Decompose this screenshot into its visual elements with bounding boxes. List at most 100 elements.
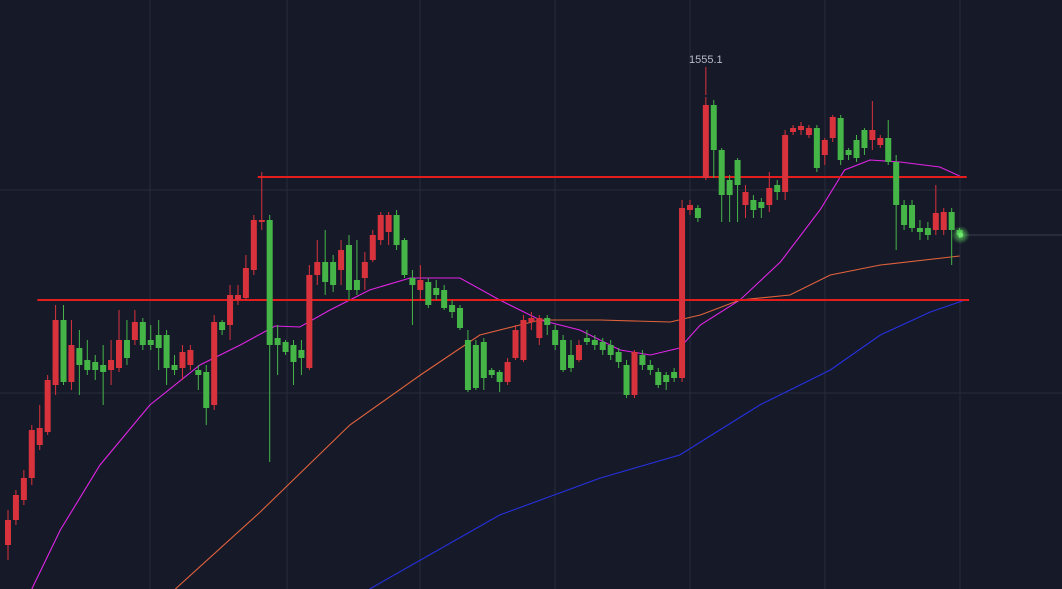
candle-body — [655, 372, 662, 385]
candle-body — [314, 262, 321, 275]
candle-body — [361, 262, 368, 278]
candle-body — [258, 220, 265, 222]
candle-body — [909, 205, 916, 228]
candle-body — [401, 240, 408, 275]
last-price-dot — [958, 232, 964, 238]
max-label: 1555.1 — [689, 54, 723, 66]
candle-body — [234, 295, 241, 300]
candle-body — [694, 208, 701, 218]
candle-body — [924, 228, 931, 235]
candle-body — [702, 105, 709, 178]
candle-body — [227, 295, 234, 325]
candle-body — [877, 138, 884, 145]
candle-body — [266, 220, 273, 345]
candle-body — [686, 205, 693, 210]
candle-body — [163, 335, 170, 368]
candle-body — [726, 180, 733, 195]
candle-body — [607, 345, 614, 355]
candle-body — [639, 355, 646, 365]
candle-body — [345, 245, 352, 290]
candle-body — [671, 372, 678, 378]
candle-body — [52, 320, 59, 385]
candle-body — [583, 338, 590, 342]
candle-body — [940, 212, 947, 230]
candle-body — [869, 130, 876, 140]
candle-body — [449, 305, 456, 312]
candle-body — [575, 345, 582, 360]
candle-body — [195, 370, 202, 375]
candle-body — [901, 205, 908, 225]
candle-body — [457, 308, 464, 328]
candle-body — [155, 335, 162, 348]
candle-body — [250, 220, 257, 270]
candle-body — [147, 340, 154, 345]
candle-body — [131, 322, 138, 340]
candle-body — [885, 138, 892, 162]
candle-body — [330, 262, 337, 285]
candle-body — [36, 428, 43, 445]
candle-body — [790, 128, 797, 132]
candle-body — [813, 128, 820, 168]
candle-body — [116, 340, 123, 368]
candle-body — [568, 355, 575, 368]
candle-body — [92, 362, 99, 370]
candle-body — [441, 290, 448, 308]
candle-body — [464, 340, 471, 390]
candle-body — [631, 352, 638, 395]
candle-body — [28, 430, 35, 478]
candle-body — [663, 375, 670, 382]
candle-body — [5, 520, 11, 545]
candle-body — [100, 365, 107, 372]
candle-body — [718, 150, 725, 195]
candle-body — [60, 320, 67, 382]
candle-body — [758, 202, 765, 208]
candle-body — [750, 200, 757, 210]
candle-body — [821, 140, 828, 155]
candle-body — [782, 135, 789, 192]
candle-body — [298, 350, 305, 358]
candle-body — [377, 215, 384, 240]
candle-body — [338, 250, 345, 270]
candle-body — [44, 380, 51, 432]
candle-body — [615, 352, 622, 362]
candle-body — [393, 215, 400, 245]
candle-body — [219, 322, 226, 330]
candle-body — [710, 105, 717, 150]
moving-average-line — [174, 255, 960, 589]
candle-body — [599, 342, 606, 350]
candle-body — [734, 160, 741, 185]
candle-body — [211, 322, 218, 405]
candle-body — [845, 150, 852, 155]
candle-body — [496, 372, 503, 382]
candle-body — [433, 288, 440, 295]
candle-body — [948, 212, 955, 230]
candle-body — [520, 320, 527, 360]
candle-body — [536, 318, 543, 338]
candle-body — [893, 162, 900, 205]
candle-body — [798, 126, 804, 130]
candle-body — [853, 140, 860, 158]
candle-body — [552, 330, 559, 345]
candle-body — [774, 185, 781, 192]
candle-body — [179, 352, 186, 368]
candle-body — [512, 330, 519, 358]
candle-body — [528, 318, 535, 322]
candle-body — [504, 362, 511, 382]
candle-body — [647, 365, 654, 370]
candle-body — [139, 322, 146, 345]
candle-body — [916, 228, 923, 232]
candle-body — [623, 365, 630, 395]
candle-body — [68, 345, 75, 382]
candle-body — [187, 350, 194, 365]
candle-body — [242, 268, 249, 298]
candle-body — [766, 188, 773, 205]
candle-body — [20, 478, 27, 500]
candle-body — [171, 365, 178, 370]
candle-body — [932, 213, 939, 230]
candle-body — [591, 340, 598, 345]
candle-body — [290, 345, 297, 362]
candle-body — [282, 342, 289, 352]
